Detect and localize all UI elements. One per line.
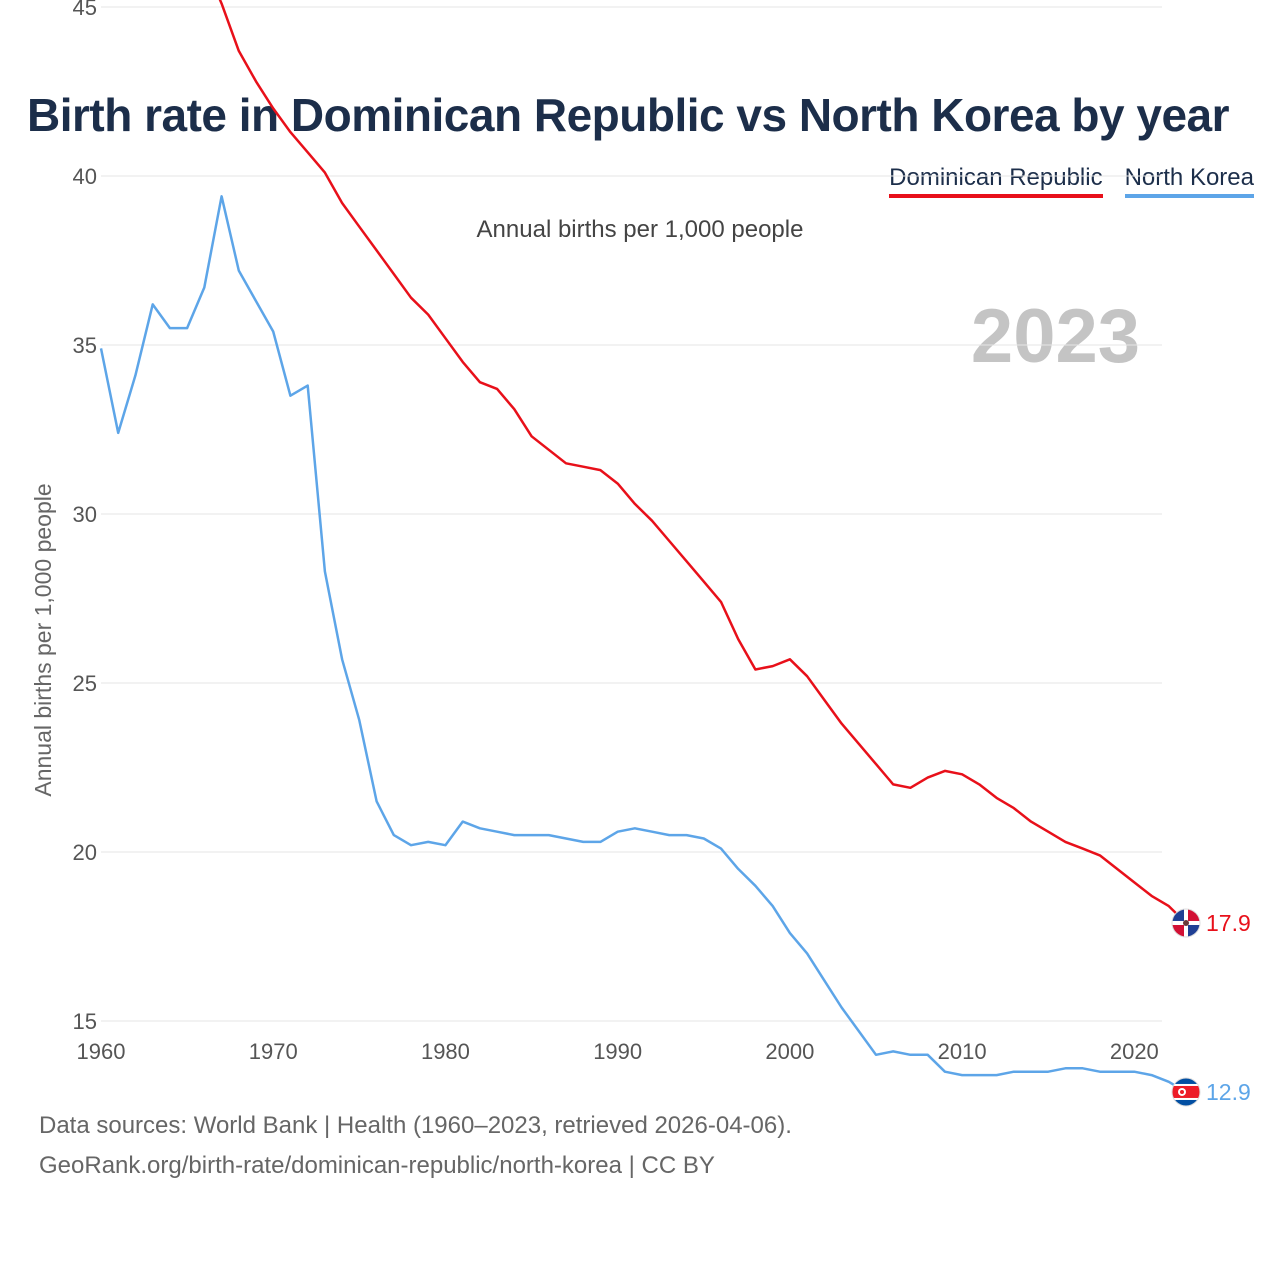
y-tick-label: 30 [73, 502, 97, 527]
source-line-2[interactable]: GeoRank.org/birth-rate/dominican-republi… [39, 1152, 715, 1179]
legend-north-korea[interactable]: North Korea [1124, 164, 1254, 198]
x-tick-label: 2000 [765, 1039, 814, 1064]
flag-border [1171, 1077, 1201, 1107]
flag-north-korea-icon [1172, 1077, 1200, 1106]
y-axis-title: Annual births per 1,000 people [30, 483, 56, 796]
y-tick-label: 35 [73, 333, 97, 358]
y-tick-label: 45 [73, 0, 97, 20]
x-tick-label: 1990 [593, 1039, 642, 1064]
x-tick-label: 2020 [1110, 1039, 1159, 1064]
end-label-dominican-republic: 17.9 [1206, 910, 1251, 936]
x-tick-label: 1970 [249, 1039, 298, 1064]
legend-dominican-republic[interactable]: Dominican Republic [889, 164, 1103, 198]
end-label-north-korea: 12.9 [1206, 1079, 1251, 1105]
y-tick-label: 15 [73, 1009, 97, 1034]
year-label: 2023 [971, 294, 1140, 379]
source-line-1: Data sources: World Bank | Health (1960–… [39, 1112, 792, 1139]
y-tick-label: 40 [73, 164, 97, 189]
chart-subtitle: Annual births per 1,000 people [476, 216, 804, 243]
y-tick-label: 20 [73, 840, 97, 865]
legend: Dominican Republic North Korea [889, 164, 1254, 198]
flag-border [1171, 908, 1201, 938]
x-tick-label: 2010 [938, 1039, 987, 1064]
source-note: Data sources: World Bank | Health (1960–… [39, 1106, 792, 1186]
x-tick-label: 1980 [421, 1039, 470, 1064]
series-line-north-korea [99, 195, 1187, 1094]
chart-title: Birth rate in Dominican Republic vs Nort… [27, 89, 1230, 141]
series-line-dominican-republic [218, 0, 1187, 924]
x-tick-label: 1960 [77, 1039, 126, 1064]
y-tick-label: 25 [73, 671, 97, 696]
